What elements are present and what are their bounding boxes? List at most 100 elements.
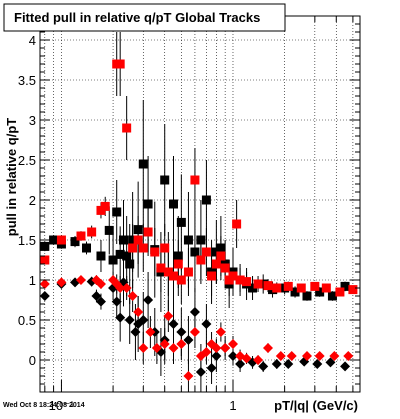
data-point-square <box>118 235 128 245</box>
data-point-square <box>258 279 268 289</box>
y-tick-label: 1.5 <box>18 233 36 248</box>
data-point-square <box>196 235 206 245</box>
data-point-square <box>201 195 211 205</box>
data-point-square <box>168 199 178 209</box>
data-point-square <box>163 267 173 277</box>
timestamp-footer: Wed Oct 8 18:24:08 2014 <box>3 402 85 409</box>
data-point-square <box>211 259 221 269</box>
data-point-square <box>310 281 320 291</box>
data-point-square <box>133 235 143 245</box>
data-point-square <box>201 247 211 257</box>
data-point-square <box>143 227 153 237</box>
data-point-diamond <box>143 295 154 305</box>
data-point-diamond <box>111 296 122 307</box>
data-markers <box>39 59 358 381</box>
data-point-diamond <box>271 359 282 369</box>
data-point-square <box>87 227 97 237</box>
data-point-diamond <box>343 351 354 361</box>
data-point-diamond <box>176 327 187 337</box>
y-tick-label: 0.5 <box>18 313 36 328</box>
data-point-square <box>248 283 258 293</box>
data-point-diamond <box>176 339 187 349</box>
y-tick-label: 1 <box>29 273 36 288</box>
data-point-diamond <box>241 353 252 364</box>
data-point-square <box>216 251 226 261</box>
data-point-diamond <box>235 359 246 369</box>
data-point-square <box>70 237 80 247</box>
data-point-diamond <box>211 351 222 361</box>
data-point-diamond <box>183 335 194 345</box>
data-point-diamond <box>138 315 149 325</box>
data-point-diamond <box>133 307 144 317</box>
data-point-square <box>108 255 118 265</box>
data-point-square <box>220 263 230 273</box>
data-point-square <box>315 287 325 297</box>
y-tick-label: 3.5 <box>18 73 36 88</box>
data-point-diamond <box>314 351 325 361</box>
data-point-square <box>253 279 263 289</box>
data-point-diamond <box>227 351 238 361</box>
data-point-square <box>112 207 122 217</box>
data-point-diamond <box>201 319 212 329</box>
data-point-square <box>150 247 160 257</box>
data-point-diamond <box>56 277 67 288</box>
data-point-square <box>128 235 138 245</box>
data-point-diamond <box>163 311 174 321</box>
data-point-diamond <box>301 351 312 361</box>
data-point-diamond <box>151 343 162 353</box>
y-tick-label: 2 <box>29 193 36 208</box>
tick-labels: 0 0.5 1 1.5 2 2.5 3 3.5 4 10⁻¹ 1 <box>18 33 237 413</box>
data-point-square <box>327 291 337 301</box>
x-axis-label: pT/|q| (GeV/c) <box>274 398 358 413</box>
data-point-square <box>235 275 245 285</box>
x-tick-label: 1 <box>229 398 236 413</box>
data-point-square <box>160 243 170 253</box>
data-point-diamond <box>115 312 126 323</box>
data-point-square <box>228 271 238 281</box>
data-point-diamond <box>91 291 102 301</box>
y-tick-label: 3 <box>29 113 36 128</box>
data-point-square <box>138 243 148 253</box>
data-point-square <box>96 251 106 261</box>
data-point-square <box>138 159 148 169</box>
y-tick-label: 2.5 <box>18 153 36 168</box>
data-point-square <box>115 249 125 259</box>
data-point-square <box>128 243 138 253</box>
data-point-diamond <box>206 363 217 373</box>
data-point-square <box>216 243 226 253</box>
data-point-square <box>348 285 358 295</box>
title-box <box>3 3 286 32</box>
data-point-square <box>156 263 166 273</box>
data-point-square <box>283 281 293 291</box>
data-point-square <box>340 281 350 291</box>
data-point-square <box>272 283 282 293</box>
data-point-diamond <box>130 327 141 337</box>
data-point-diamond <box>183 371 194 381</box>
data-point-square <box>335 287 345 297</box>
data-point-square <box>183 235 193 245</box>
data-point-diamond <box>263 343 274 353</box>
data-point-diamond <box>39 279 50 289</box>
data-point-diamond <box>95 279 106 289</box>
data-point-square <box>190 175 200 185</box>
data-point-diamond <box>253 355 264 365</box>
data-point-square <box>173 259 183 269</box>
data-point-diamond <box>340 361 351 372</box>
data-point-diamond <box>258 361 269 372</box>
data-point-diamond <box>220 343 231 353</box>
data-point-square <box>133 225 143 235</box>
data-point-square <box>56 235 66 245</box>
data-point-square <box>176 275 186 285</box>
data-point-diamond <box>159 339 170 349</box>
data-point-diamond <box>75 275 86 285</box>
data-point-square <box>176 217 186 227</box>
data-point-square <box>296 283 306 293</box>
data-point-square <box>122 123 132 133</box>
data-point-diamond <box>189 307 200 317</box>
data-point-diamond <box>215 327 226 337</box>
data-point-square <box>49 235 59 245</box>
data-point-diamond <box>286 351 297 361</box>
data-point-diamond <box>275 351 286 361</box>
